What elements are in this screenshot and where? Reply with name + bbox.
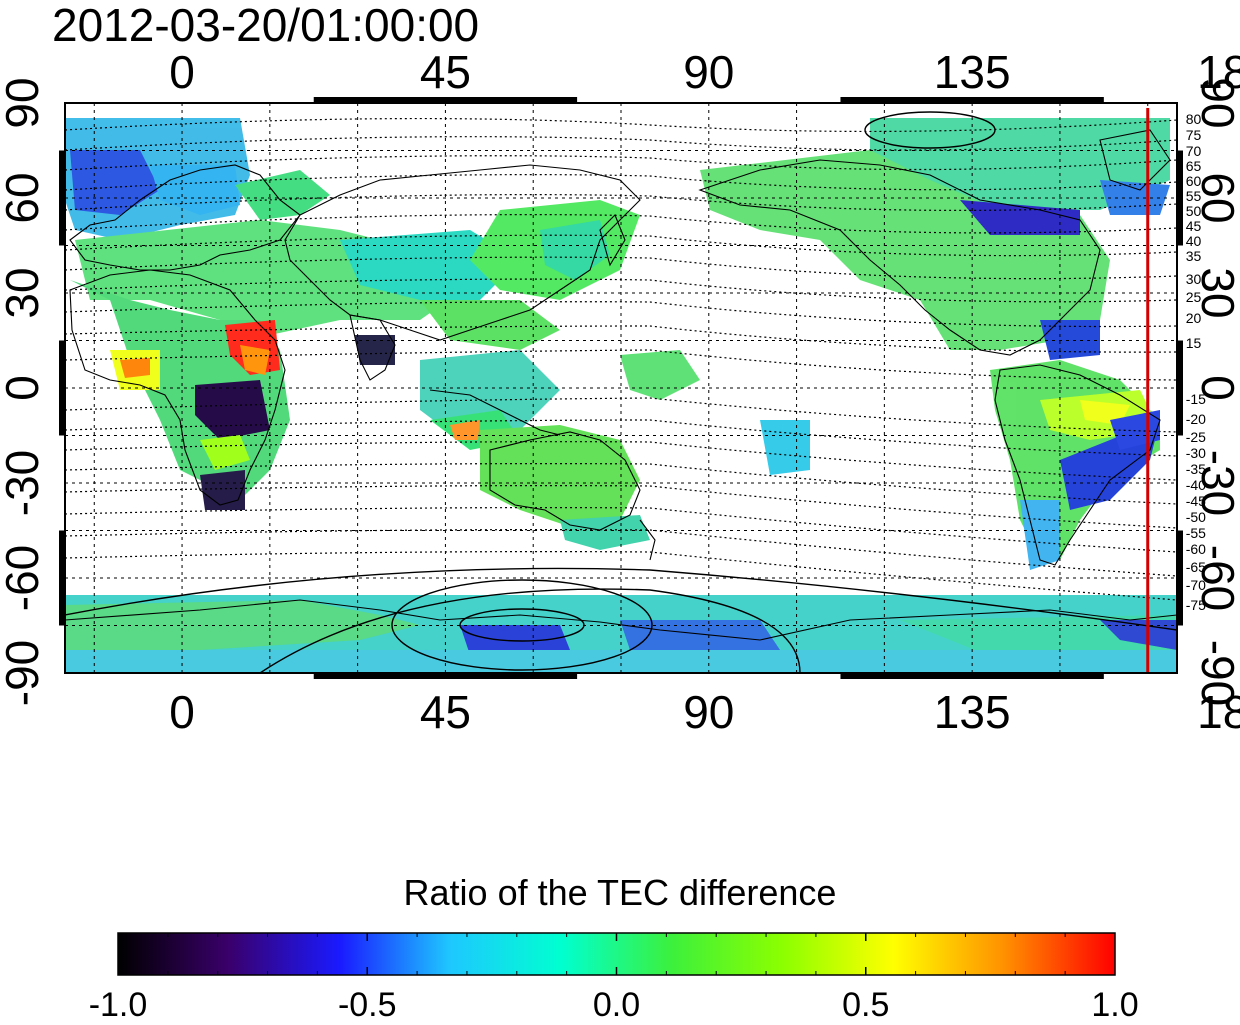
right-axis-tick-label: -60 [1192,545,1240,611]
bottom-axis-tick-label: 45 [420,686,471,738]
top-axis-tick-label: 0 [169,46,195,98]
border-bar-bottom [313,673,578,679]
coastlines [65,129,1177,641]
right-axis-tick-label: 30 [1192,267,1240,318]
top-axis-tick-label: 45 [420,46,471,98]
right-axis-tick-label: 90 [1192,77,1240,128]
contour-label: 70 [1186,143,1202,159]
contour-label: 50 [1186,203,1202,219]
bottom-axis-tick-label: 135 [934,686,1011,738]
left-axis-tick-label: 0 [0,375,48,401]
contour-label: -70 [1186,577,1206,593]
right-axis: 90 60 30 0 -30 -60 -90 [1192,77,1240,706]
contour-label: -65 [1186,559,1206,575]
left-axis: 90 60 30 0 -30 -60 -90 [0,77,48,706]
right-axis-tick-label: -30 [1192,450,1240,516]
contour-label: 30 [1186,271,1202,287]
border-bar-left [59,530,65,626]
solid-contours [65,111,1177,673]
colorbar-tick-label: 0.0 [592,986,641,1024]
graticule [65,103,1177,673]
colorbar-tick-label: -0.5 [337,986,397,1024]
contour-label: -55 [1186,525,1206,541]
contour-label: -20 [1186,411,1206,427]
contour-label: 75 [1186,127,1202,143]
contour-label: -35 [1186,461,1206,477]
timestamp-title: 2012-03-20/01:00:00 [52,0,480,51]
contour-label: 80 [1186,111,1202,127]
left-axis-tick-label: 30 [0,267,48,318]
contour-label: -75 [1186,597,1206,613]
border-bar-top [313,97,578,103]
contour-label: -45 [1186,493,1206,509]
map-border-bars [59,97,1183,679]
border-bar-right [1177,340,1183,436]
contour-label: -60 [1186,541,1206,557]
left-axis-tick-label: -90 [0,640,48,706]
contour-label: 55 [1186,188,1202,204]
contour-label: 65 [1186,158,1202,174]
colorbar-title: Ratio of the TEC difference [403,872,837,913]
left-axis-tick-label: 90 [0,77,48,128]
tec-data-layer [65,118,1177,673]
contour-label: -25 [1186,429,1206,445]
border-bar-right [1177,530,1183,626]
contour-label: 40 [1186,233,1202,249]
colorbar-ticks [167,933,1066,975]
left-axis-tick-label: -30 [0,450,48,516]
border-bar-top [840,97,1104,103]
colorbar-tick-label: 0.5 [842,986,890,1024]
left-axis-tick-label: -60 [0,545,48,611]
border-bar-left [59,150,65,246]
contour-label: 20 [1186,310,1202,326]
contour-label: -40 [1186,477,1206,493]
border-bar-bottom [840,673,1104,679]
right-axis-tick-label: -90 [1192,640,1240,706]
contour-label: 15 [1186,335,1202,351]
border-bar-right [1177,150,1183,246]
top-axis-tick-label: 180 [1197,46,1240,98]
contour-label: 35 [1186,248,1202,264]
contour-label: 45 [1186,218,1202,234]
top-axis-tick-label: 135 [934,46,1011,98]
right-axis-tick-label: 0 [1192,375,1240,401]
contour-label: -30 [1186,445,1206,461]
left-axis-tick-label: 60 [0,172,48,223]
bottom-axis-tick-label: 0 [169,686,195,738]
contour-label: 60 [1186,173,1202,189]
bottom-axis-tick-label: 180 [1197,686,1240,738]
contour-label: -15 [1186,391,1206,407]
bottom-axis-tick-label: 90 [683,686,734,738]
border-bar-left [59,340,65,436]
contour-label: 25 [1186,289,1202,305]
contour-label: -50 [1186,509,1206,525]
colorbar-tick-label: 1.0 [1091,986,1139,1024]
colorbar-tick-label: -1.0 [88,986,148,1024]
top-axis-tick-label: 90 [683,46,734,98]
right-axis-tick-label: 60 [1192,172,1240,223]
